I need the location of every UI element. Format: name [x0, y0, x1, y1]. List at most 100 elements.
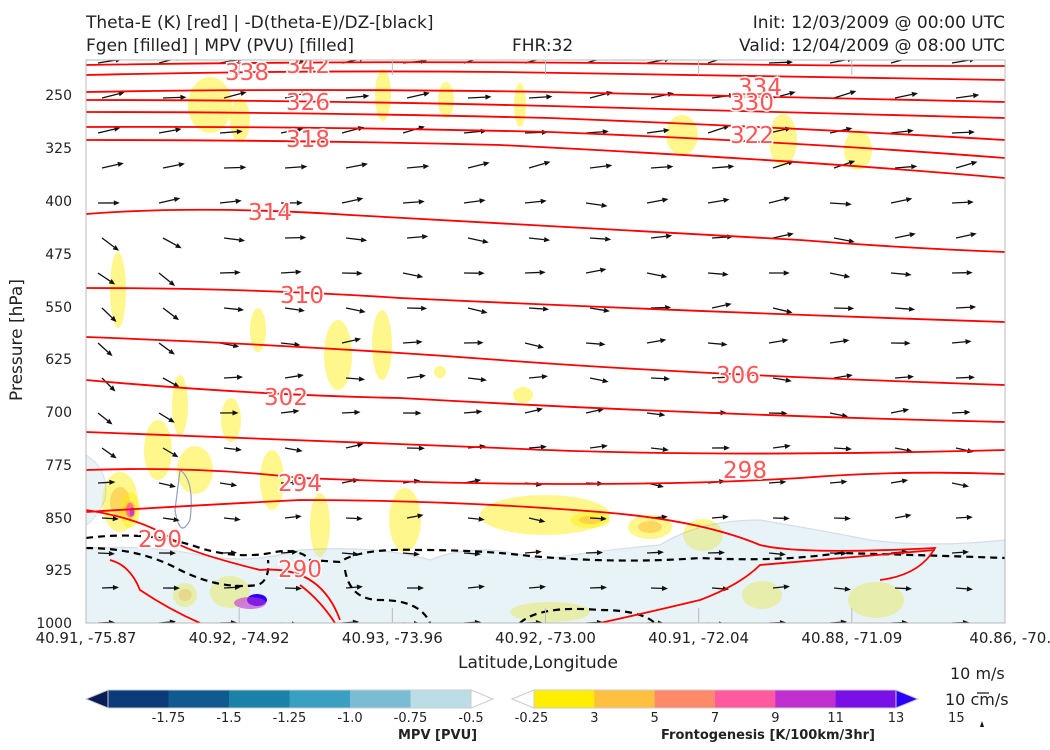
wind-vector-head [418, 199, 425, 205]
wind-vector [467, 237, 484, 242]
wind-vector-head [483, 161, 490, 167]
wind-vector-head [416, 273, 424, 279]
wind-vector [284, 375, 298, 379]
wind-vector-head [660, 273, 668, 279]
wind-vector-head [169, 619, 176, 623]
wind-vector-head [789, 90, 796, 96]
fgen-shade [172, 375, 188, 435]
wind-vector-head [113, 126, 121, 132]
vector-scale-arrows [977, 692, 989, 727]
wind-vector-head [110, 315, 117, 322]
theta-e-label: 290 [278, 557, 322, 583]
wind-vector [406, 93, 425, 99]
wind-vector [585, 269, 601, 274]
wind-vector [768, 552, 781, 555]
fgen-shade [324, 320, 352, 390]
wind-vector-head [723, 445, 730, 451]
wind-vector-head [109, 479, 116, 485]
wind-vector-head [780, 479, 787, 485]
wind-vector [97, 342, 109, 353]
fgen-shade [480, 495, 610, 535]
mpv-colorbar-frame [107, 689, 472, 709]
wind-vector-head [783, 270, 790, 276]
wind-vector-head [363, 93, 370, 99]
fgen-shade [513, 387, 533, 403]
wind-vector-head [845, 201, 852, 207]
horizontal-vector-scale: 10 m/s [950, 664, 1005, 683]
wind-vector-head [905, 513, 912, 519]
wind-vector-head [657, 549, 664, 556]
wind-vector-head [723, 197, 730, 203]
wind-vector-head [300, 235, 307, 241]
theta-e-contour [86, 499, 937, 581]
wind-vector [101, 237, 115, 248]
wind-vector [894, 447, 907, 451]
wind-vector-head [240, 90, 247, 97]
wind-vector-head [108, 279, 116, 285]
wind-vector [646, 199, 663, 204]
y-tick-label: 700 [45, 405, 72, 421]
mpv-colorbar-tick: -1.25 [273, 711, 307, 726]
wind-vector [890, 60, 905, 64]
wind-vector-head [905, 271, 912, 277]
wind-vector-head [413, 551, 420, 557]
wind-vector-head [292, 479, 299, 486]
wind-vector [894, 515, 906, 519]
wind-vector [345, 237, 362, 241]
wind-vector [585, 202, 602, 206]
wind-vector [711, 304, 726, 309]
wind-vector [585, 409, 599, 414]
wind-vector-head [357, 442, 364, 448]
mpv-colorbar-segment [410, 690, 472, 708]
init-time: Init: 12/03/2009 @ 00:00 UTC [752, 13, 1005, 33]
wind-vector [101, 163, 119, 169]
wind-vector [223, 447, 236, 451]
wind-vector [97, 128, 115, 134]
theta-e-label: 326 [286, 90, 330, 116]
y-tick-label: 775 [45, 458, 72, 474]
wind-vector [280, 342, 295, 346]
wind-vector-head [108, 619, 115, 623]
wind-vector-head [230, 482, 238, 488]
wind-vector [646, 340, 661, 344]
wind-vector-head [601, 443, 608, 449]
wind-vector [646, 272, 662, 277]
mpv-colorbar-segment [229, 690, 290, 708]
wind-vector-head [230, 620, 237, 623]
fgen-shade [438, 82, 454, 118]
wind-vector [646, 551, 659, 554]
wind-vector-head [482, 238, 489, 244]
wind-vector-head [901, 478, 909, 484]
wind-vector-head [417, 513, 424, 519]
wind-vector-head [481, 60, 482, 61]
wind-vector [341, 411, 355, 414]
wind-vector-head [234, 516, 241, 522]
wind-vector-head [538, 517, 546, 524]
fgen-colorbar-tick: 5 [651, 711, 659, 726]
wind-vector-head [236, 374, 244, 380]
wind-vector [223, 237, 240, 241]
theta-e-label: 334 [738, 75, 782, 101]
wind-vector [223, 92, 242, 99]
wind-vector [829, 202, 846, 205]
wind-vector-head [785, 377, 792, 383]
fgen-shade [666, 115, 698, 155]
theta-e-label: 338 [225, 60, 269, 86]
wind-vector-head [779, 551, 786, 557]
wind-vector-head [109, 385, 116, 392]
wind-vector-head [968, 374, 976, 381]
fgen-colorbar-label: Frontogenesis [K/100km/3hr] [661, 728, 875, 743]
fgen-colorbar-tick: 11 [827, 711, 844, 726]
wind-vector-head [602, 129, 609, 135]
theta-e-label: 322 [730, 123, 774, 149]
wind-vector [951, 411, 965, 414]
wind-vector [528, 162, 545, 169]
wind-vector-head [480, 376, 487, 383]
theta-e-label: 298 [723, 458, 767, 484]
wind-vector [101, 93, 120, 99]
wind-vector-head [417, 585, 424, 591]
mpv-colorbar-tick: -0.75 [394, 711, 428, 726]
wind-vector [402, 272, 418, 277]
wind-vector-head [845, 446, 852, 452]
